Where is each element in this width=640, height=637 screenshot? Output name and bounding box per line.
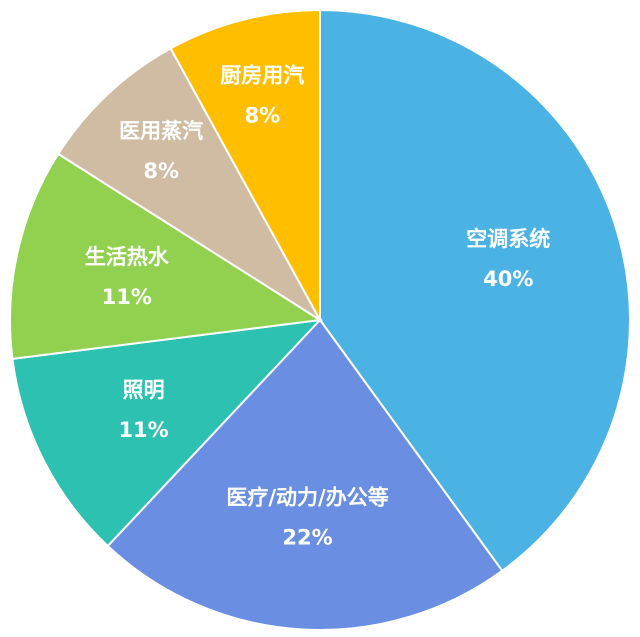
slice-percent-label: 8%: [244, 103, 280, 127]
pie-slice: [56, 46, 321, 321]
slice-percent-label: 11%: [118, 418, 168, 442]
slice-category-label: 生活热水: [85, 245, 170, 269]
pie-labels: 空调系统 40% 医疗/动力/办公等 22% 照明 11% 生活热水 11% 医用蒸汽 8% 厨房用…: [85, 63, 551, 549]
slice-category-label: 医用蒸汽: [119, 119, 203, 143]
slice-category-label: 空调系统: [466, 227, 550, 251]
wechat-icon: [522, 601, 544, 619]
pie-slice: [319, 8, 631, 573]
slice-percent-label: 22%: [282, 526, 332, 550]
pie-slice: [11, 318, 323, 548]
pie-slice: [9, 152, 323, 360]
slice-percent-label: 8%: [143, 159, 179, 183]
pie-slice: [169, 8, 321, 321]
slice-percent-label: 11%: [102, 285, 152, 309]
pie-slice: [106, 318, 504, 631]
watermark-text: 思安控股: [550, 603, 618, 623]
pie-slices: [9, 8, 631, 631]
slice-percent-label: 40%: [483, 267, 533, 291]
slice-category-label: 厨房用汽: [220, 63, 304, 87]
watermark: 思安控股: [522, 598, 618, 623]
slice-category-label: 医疗/动力/办公等: [226, 486, 388, 510]
slice-category-label: 照明: [123, 378, 165, 402]
